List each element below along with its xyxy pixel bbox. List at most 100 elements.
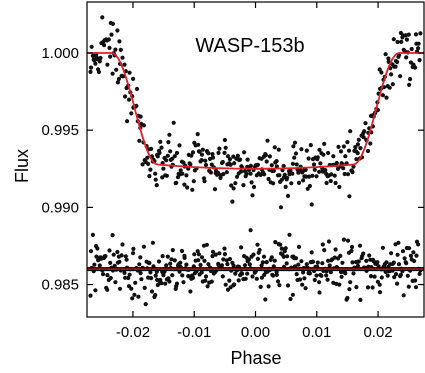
residual-point [298, 277, 303, 282]
x-axis-label: Phase [230, 348, 281, 368]
residual-point [347, 287, 352, 292]
residual-point [141, 244, 146, 249]
residual-point [315, 260, 320, 265]
data-point [127, 70, 132, 75]
data-point [291, 144, 296, 149]
residual-point [242, 263, 248, 268]
data-point [116, 76, 121, 82]
residual-point [269, 255, 274, 260]
residual-point [232, 282, 237, 287]
data-point [231, 186, 236, 191]
data-point [153, 177, 158, 182]
data-point [231, 154, 236, 159]
residual-point [179, 248, 185, 254]
data-point [345, 172, 351, 177]
residual-point [370, 285, 375, 290]
data-point [337, 184, 342, 190]
residual-point [103, 254, 108, 259]
data-point [90, 53, 95, 59]
residual-point [148, 270, 153, 275]
data-point [216, 150, 221, 155]
residual-point [129, 286, 134, 291]
residual-point [309, 250, 314, 255]
residual-point [326, 258, 331, 263]
residual-point [198, 262, 203, 268]
residual-point [255, 256, 260, 261]
data-point [145, 155, 150, 160]
data-point [303, 167, 308, 172]
data-point [203, 162, 209, 168]
data-point [146, 161, 151, 166]
residual-point [290, 292, 295, 297]
residual-point [396, 240, 401, 245]
x-tick-label: 0.01 [302, 324, 331, 341]
data-point [232, 161, 237, 166]
data-point [210, 155, 216, 160]
residual-point [279, 246, 284, 251]
residual-point [258, 284, 263, 289]
residual-point [389, 251, 394, 256]
data-point [93, 61, 98, 66]
residual-point [203, 274, 209, 279]
residual-point [296, 244, 302, 249]
data-point [290, 161, 295, 166]
residual-point [108, 260, 113, 265]
residual-point [95, 246, 100, 251]
data-point [129, 111, 134, 116]
residual-point [149, 276, 154, 281]
residual-point [167, 279, 172, 284]
data-point [141, 123, 146, 128]
residual-point [231, 263, 236, 268]
residual-point [271, 273, 276, 278]
data-point [185, 185, 190, 190]
residual-point [351, 271, 356, 276]
residual-point [131, 246, 136, 251]
data-point [100, 15, 105, 20]
data-point [125, 119, 130, 124]
residual-point [163, 281, 168, 286]
data-point [380, 93, 385, 98]
data-point [307, 174, 312, 179]
residual-point [393, 272, 399, 277]
residual-point [180, 273, 185, 278]
data-point [234, 174, 240, 179]
residual-point [385, 273, 390, 278]
residual-point [365, 285, 371, 290]
residual-point [412, 258, 417, 264]
data-point [197, 149, 202, 154]
residual-point [239, 245, 244, 250]
data-point [304, 148, 309, 153]
residual-point [377, 282, 382, 287]
data-point [159, 145, 164, 150]
residual-point [196, 252, 201, 257]
residual-point [300, 282, 305, 287]
data-point [147, 174, 152, 179]
data-point [120, 55, 125, 60]
residual-point [133, 280, 138, 285]
data-point [285, 175, 290, 180]
residual-point [325, 277, 330, 282]
residual-point [117, 259, 122, 264]
residual-point [245, 271, 250, 276]
residual-point [288, 296, 293, 302]
residual-point [257, 247, 262, 253]
data-point [309, 202, 314, 207]
data-point [341, 144, 346, 149]
data-point [404, 55, 409, 60]
residual-point [406, 284, 411, 289]
data-point [353, 145, 358, 150]
residual-point [227, 278, 232, 283]
residual-point [160, 254, 165, 259]
data-point [98, 55, 103, 61]
x-axis-ticks: -0.02 -0.01 0.00 0.01 0.02 [116, 2, 393, 341]
residual-point [113, 280, 118, 285]
data-point [365, 148, 371, 154]
data-point [264, 159, 269, 164]
residual-point [213, 252, 218, 257]
residual-point [340, 260, 345, 265]
data-point [293, 151, 299, 156]
data-point [407, 82, 412, 87]
residual-point [132, 292, 137, 297]
data-point [97, 59, 102, 64]
data-point [299, 147, 304, 152]
